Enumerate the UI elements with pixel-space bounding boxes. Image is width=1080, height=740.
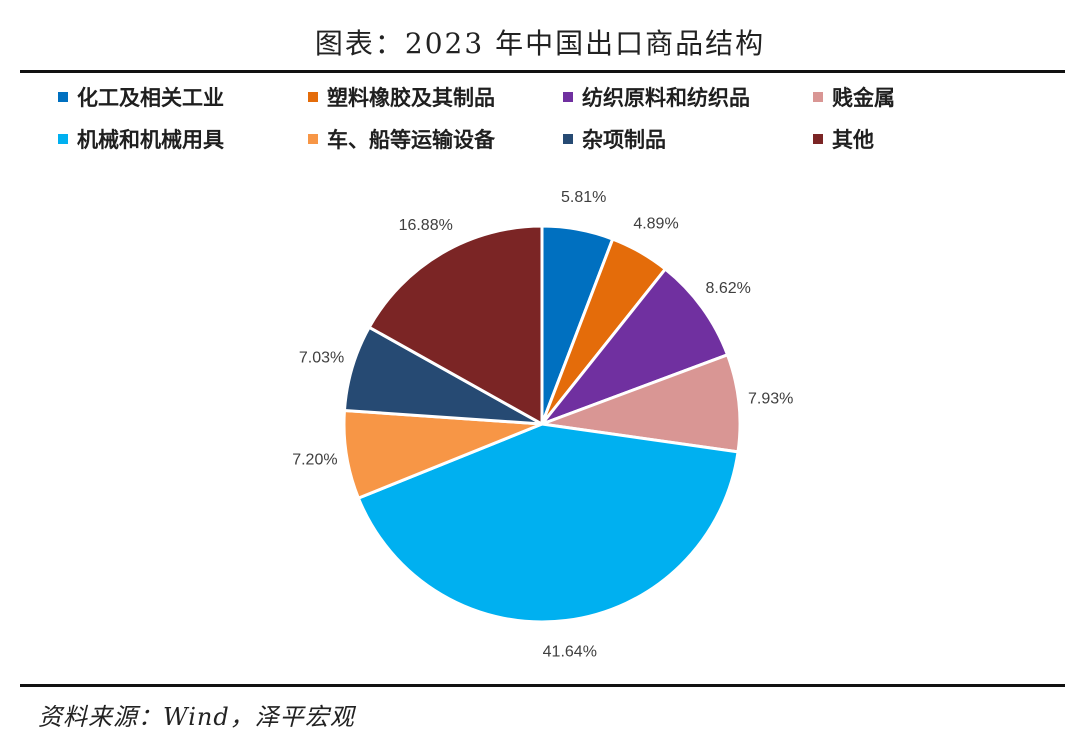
legend-label: 贱金属: [832, 86, 895, 110]
legend-label: 车、船等运输设备: [327, 128, 495, 152]
slice-value-label: 7.93%: [748, 391, 793, 408]
legend-item: 其他: [813, 124, 953, 154]
slice-value-label: 4.89%: [633, 216, 678, 233]
legend-item: 塑料橡胶及其制品: [308, 82, 563, 112]
pie-slice: [540, 267, 730, 426]
pie-labels: 5.81% 4.89% 8.62% 7.93% 41.64% 7.20% 7.03% 16.8…: [292, 189, 793, 661]
legend-label: 其他: [832, 128, 874, 152]
pie-slice: [367, 224, 544, 426]
legend-item: 杂项制品: [563, 124, 813, 154]
top-rule: [20, 70, 1065, 73]
legend-swatch: [308, 134, 318, 144]
slice-value-label: 41.64%: [543, 644, 597, 661]
pie-slice: [540, 353, 742, 454]
legend-label: 机械和机械用具: [77, 128, 224, 152]
legend-swatch: [813, 134, 823, 144]
slice-value-label: 16.88%: [399, 217, 453, 234]
slice-value-label: 5.81%: [561, 189, 606, 206]
chart-legend: 化工及相关工业 塑料橡胶及其制品 纺织原料和纺织品 贱金属 机械和机械用具 车、…: [58, 82, 958, 154]
legend-item: 贱金属: [813, 82, 953, 112]
legend-swatch: [563, 92, 573, 102]
slice-value-label: 7.20%: [292, 451, 337, 468]
legend-swatch: [563, 134, 573, 144]
slice-value-label: 8.62%: [706, 280, 751, 297]
legend-label: 化工及相关工业: [77, 86, 224, 110]
legend-item: 机械和机械用具: [58, 124, 308, 154]
pie-slices: [342, 224, 742, 624]
legend-item: 纺织原料和纺织品: [563, 82, 813, 112]
source-note: 资料来源：Wind，泽平宏观: [38, 703, 355, 731]
legend-swatch: [308, 92, 318, 102]
pie-slice: [356, 422, 740, 624]
legend-swatch: [58, 134, 68, 144]
legend-item: 化工及相关工业: [58, 82, 308, 112]
legend-swatch: [58, 92, 68, 102]
legend-label: 纺织原料和纺织品: [582, 86, 750, 110]
slice-value-label: 7.03%: [299, 350, 344, 367]
legend-label: 杂项制品: [582, 128, 666, 152]
page-title: 图表：2023 年中国出口商品结构: [314, 27, 766, 60]
bottom-rule: [20, 684, 1065, 687]
legend-label: 塑料橡胶及其制品: [327, 86, 495, 110]
legend-swatch: [813, 92, 823, 102]
legend-item: 车、船等运输设备: [308, 124, 563, 154]
